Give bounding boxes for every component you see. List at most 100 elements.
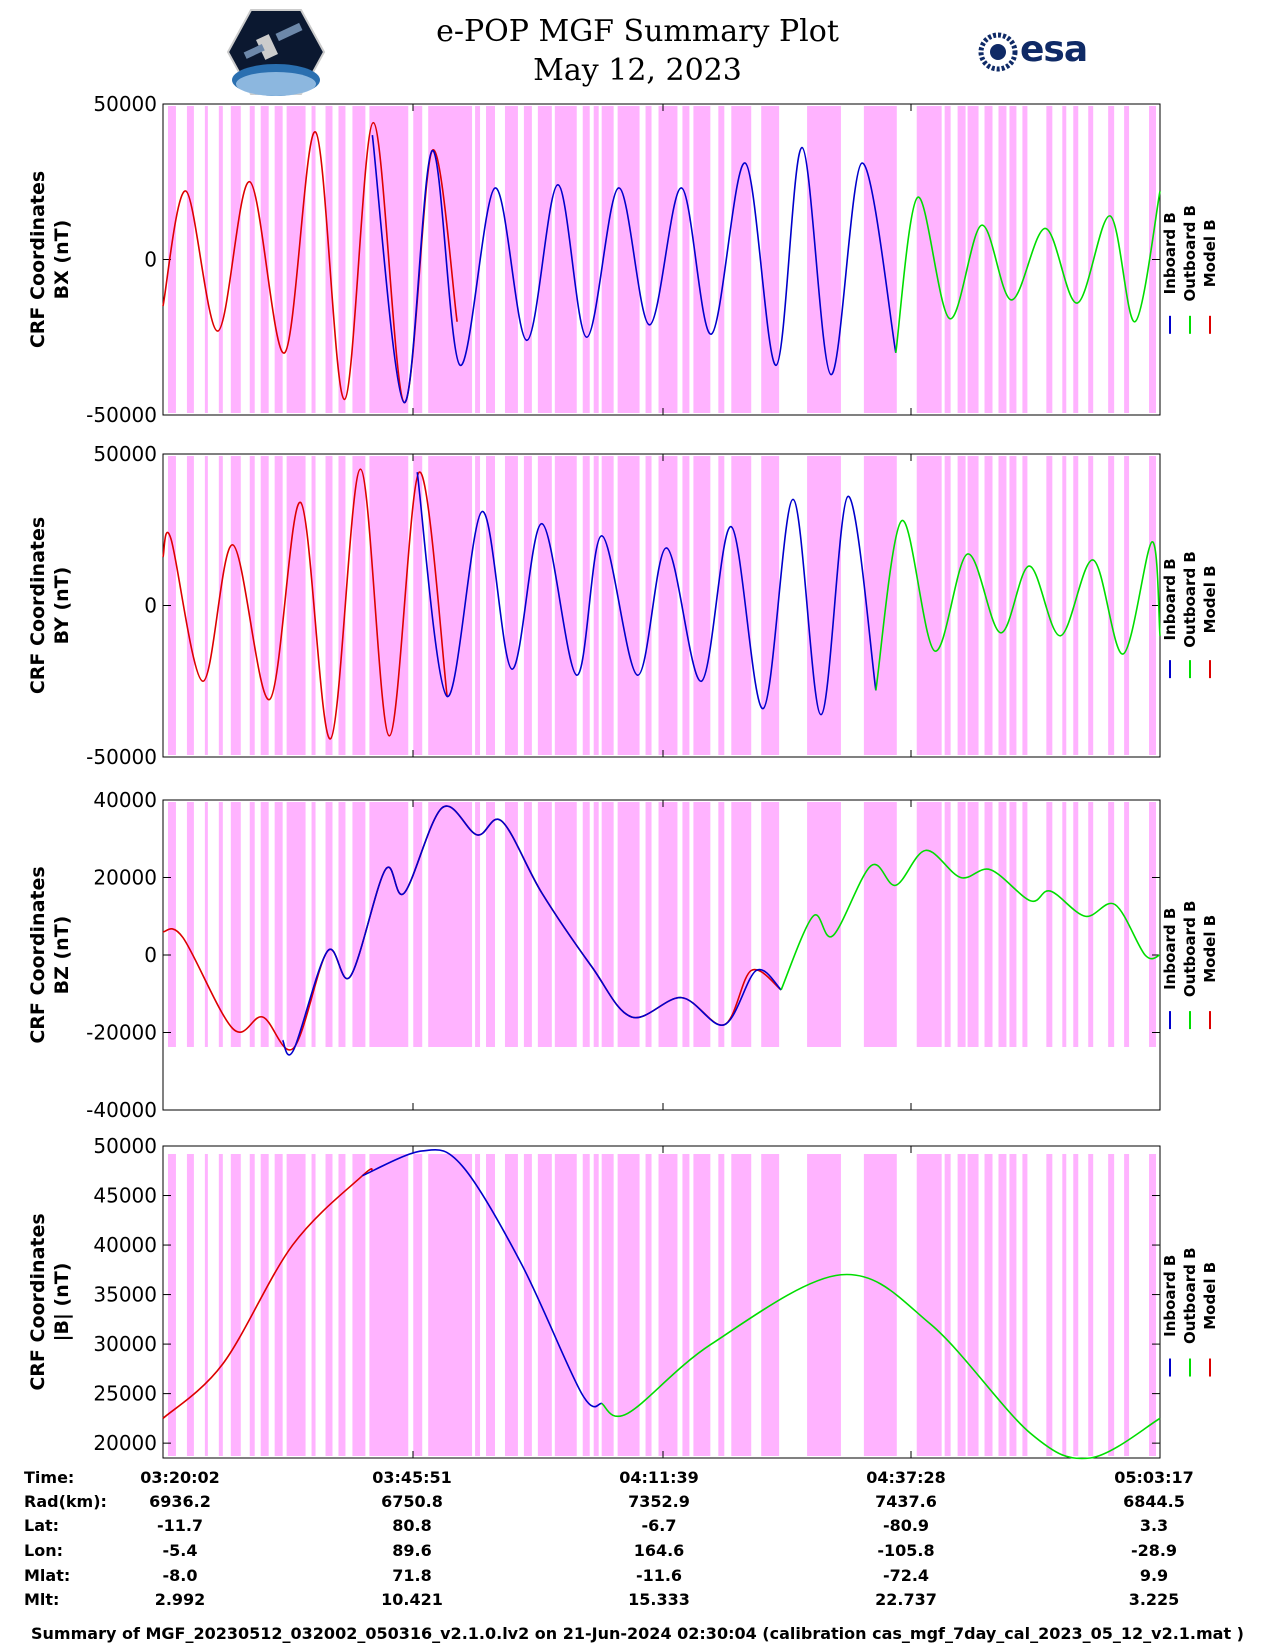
coverage-band <box>537 802 552 1047</box>
y-tick-label: 50000 <box>93 442 157 466</box>
y-axis-label: CRF Coordinates <box>27 866 49 1043</box>
legend-label: Model B <box>1201 219 1219 287</box>
coverage-band <box>537 1154 552 1456</box>
coverage-band <box>523 106 532 413</box>
coverage-band <box>731 106 752 413</box>
coverage-band <box>1108 456 1115 755</box>
coverage-band <box>645 1154 652 1456</box>
table-cell: -11.7 <box>156 1516 204 1535</box>
series-line-outboard-b <box>895 190 1161 353</box>
coverage-band <box>413 106 423 413</box>
coverage-band <box>338 1154 346 1456</box>
coverage-band <box>718 106 725 413</box>
plot-frame <box>162 1145 1161 1459</box>
coverage-band <box>967 456 979 755</box>
coverage-band <box>658 1154 678 1456</box>
coverage-band <box>601 456 614 755</box>
esa-logo-text: esa <box>1020 29 1088 70</box>
coverage-band <box>1009 802 1017 1047</box>
table-label-rad: Rad(km): <box>24 1492 107 1511</box>
y-axis-label: |B| (nT) <box>51 1263 73 1342</box>
coverage-band <box>338 456 346 755</box>
legend-label: Inboard B <box>1161 558 1179 640</box>
coverage-band <box>369 1154 409 1456</box>
cassiope-mission-logo <box>226 9 326 96</box>
coverage-band <box>582 802 590 1047</box>
table-cell: 164.6 <box>633 1541 685 1560</box>
table-cell: 71.8 <box>392 1566 432 1585</box>
coverage-band <box>286 802 306 1047</box>
coverage-band <box>486 802 496 1047</box>
coverage-band <box>984 106 993 413</box>
coverage-band <box>1073 106 1079 413</box>
coverage-band <box>338 106 346 413</box>
coverage-band <box>617 456 640 755</box>
coverage-band <box>1022 106 1028 413</box>
coverage-band <box>369 802 409 1047</box>
legend-label: Inboard B <box>1161 908 1179 990</box>
table-cell: 03:20:02 <box>140 1468 220 1487</box>
coverage-band <box>230 1154 241 1456</box>
legend-label: Model B <box>1201 915 1219 983</box>
coverage-band <box>807 802 841 1047</box>
coverage-band <box>645 456 652 755</box>
coverage-band <box>218 802 223 1047</box>
table-cell: 3.225 <box>1128 1590 1180 1609</box>
coverage-band <box>554 456 577 755</box>
coverage-band <box>260 1154 269 1456</box>
coverage-band <box>601 106 614 413</box>
coverage-band <box>486 1154 496 1456</box>
table-cell: 3.3 <box>1139 1516 1169 1535</box>
coverage-band <box>554 1154 577 1456</box>
table-label-lon: Lon: <box>24 1541 63 1560</box>
coverage-band <box>645 106 652 413</box>
coverage-band <box>693 1154 711 1456</box>
y-tick-label: -20000 <box>86 1021 157 1045</box>
table-label-mlat: Mlat: <box>24 1566 71 1585</box>
coverage-band <box>1088 456 1094 755</box>
series-line-model-b <box>162 468 448 740</box>
table-label-lat: Lat: <box>24 1516 60 1535</box>
y-tick-label: 0 <box>144 248 157 272</box>
table-cell: -11.6 <box>635 1566 683 1585</box>
coverage-band <box>311 1154 316 1456</box>
coverage-band <box>311 802 316 1047</box>
y-axis-label: BZ (nT) <box>51 916 73 995</box>
legend-label: Outboard B <box>1181 1247 1199 1344</box>
coverage-band <box>274 1154 283 1456</box>
coverage-band <box>593 1154 599 1456</box>
coverage-band <box>957 1154 966 1456</box>
coverage-band <box>230 456 241 755</box>
coverage-band <box>1073 456 1079 755</box>
coverage-band <box>718 802 725 1047</box>
coverage-band <box>167 1154 176 1456</box>
series-line-model-b <box>162 1168 373 1419</box>
coverage-band <box>863 106 897 413</box>
series-line-outboard-b <box>875 519 1161 691</box>
coverage-band <box>1046 456 1053 755</box>
coverage-band <box>984 802 993 1047</box>
table-cell: -8.0 <box>162 1566 198 1585</box>
coverage-band <box>1124 456 1130 755</box>
coverage-band <box>718 1154 725 1456</box>
y-tick-label: 45000 <box>93 1184 157 1208</box>
y-axis-label: CRF Coordinates <box>27 1213 49 1390</box>
y-axis-label: BX (nT) <box>51 220 73 300</box>
y-tick-label: -50000 <box>86 745 157 769</box>
coverage-band <box>230 106 241 413</box>
coverage-band <box>486 106 496 413</box>
coverage-band <box>260 456 269 755</box>
table-cell: 6750.8 <box>381 1492 443 1511</box>
coverage-band <box>617 106 640 413</box>
coverage-band <box>967 802 979 1047</box>
coverage-band <box>1073 1154 1079 1456</box>
coverage-band <box>658 802 678 1047</box>
table-cell: 6844.5 <box>1123 1492 1185 1511</box>
coverage-band <box>967 106 979 413</box>
table-cell: -105.8 <box>877 1541 935 1560</box>
coverage-band <box>475 456 481 755</box>
coverage-band <box>286 456 306 755</box>
coverage-band <box>1124 1154 1130 1456</box>
coverage-band <box>1022 456 1028 755</box>
coverage-band <box>338 802 346 1047</box>
